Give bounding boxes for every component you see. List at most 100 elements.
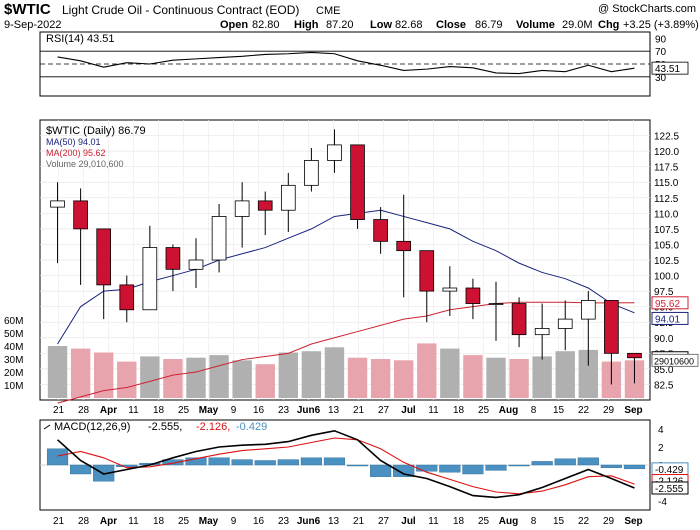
price-legend-item: MA(50) 94.01 bbox=[46, 137, 101, 147]
rsi-polyline bbox=[57, 51, 635, 75]
price-x-axis: 21 28 Apr 11 18 25 May 9 16 23 Jun6 13 21 27 Jul 11 18 25… bbox=[53, 405, 643, 416]
volume-last-tag: 29010600 bbox=[654, 356, 694, 366]
macd-histogram-bar bbox=[531, 461, 553, 466]
candle-body bbox=[419, 250, 435, 292]
rsi-panel: 3050709043.51 RSI(14) 43.51 bbox=[39, 31, 689, 97]
price-x-tick: 25 bbox=[478, 405, 490, 416]
macd-histogram-bar bbox=[623, 464, 646, 470]
price-x-tick: 23 bbox=[278, 405, 290, 416]
price-tick: 110.0 bbox=[654, 209, 679, 220]
candle-body bbox=[234, 200, 250, 217]
macd-legend-item: -0.429 bbox=[236, 421, 267, 433]
volume-bar bbox=[117, 361, 137, 398]
candle-body bbox=[142, 247, 158, 311]
macd-legend-item: -2.126, bbox=[196, 421, 230, 433]
macd-histogram-bar bbox=[600, 464, 622, 468]
price-candles bbox=[50, 129, 642, 385]
volume-tick: 60M bbox=[4, 316, 23, 327]
macd-histogram-bar bbox=[300, 457, 322, 466]
macd-histogram-bar bbox=[577, 457, 599, 466]
ohlc-label-high: High bbox=[294, 19, 319, 31]
volume-bar bbox=[578, 349, 598, 398]
volume-bar bbox=[186, 357, 206, 398]
macd-x-tick: 22 bbox=[578, 516, 590, 527]
macd-histogram-bar bbox=[208, 457, 230, 466]
volume-bar bbox=[278, 352, 298, 398]
macd-x-tick: 18 bbox=[153, 516, 165, 527]
price-x-tick: 22 bbox=[578, 405, 590, 416]
candle-body bbox=[188, 259, 204, 270]
macd-legend-swatch bbox=[43, 424, 51, 430]
volume-tick: 20M bbox=[4, 368, 23, 379]
volume-bar bbox=[301, 351, 322, 398]
price-x-tick: Jul bbox=[401, 405, 416, 416]
price-x-tick: 11 bbox=[128, 405, 139, 416]
ohlc-value-chg: +3.25 (+3.89%) bbox=[623, 19, 699, 31]
macd-legend: MACD(12,26,9) -2.555, -2.126, -0.429 bbox=[43, 421, 267, 433]
date-label: 9-Sep-2022 bbox=[4, 19, 62, 31]
macd-histogram-bar bbox=[254, 460, 276, 466]
price-x-tick: 25 bbox=[178, 405, 190, 416]
candle-body bbox=[580, 300, 596, 320]
price-x-tick: 18 bbox=[453, 405, 465, 416]
price-tick: 120.0 bbox=[654, 147, 679, 158]
price-x-tick: 27 bbox=[378, 405, 390, 416]
price-legend-item: Volume 29,010,600 bbox=[46, 159, 124, 169]
rsi-last-value: 43.51 bbox=[655, 64, 680, 75]
macd-x-tick: 18 bbox=[453, 516, 465, 527]
ohlc-label-close: Close bbox=[436, 19, 466, 31]
macd-histogram-bar bbox=[277, 459, 299, 466]
price-x-tick: 9 bbox=[231, 405, 237, 416]
macd-hist-last-tag: -0.429 bbox=[655, 465, 684, 476]
candle-body bbox=[373, 219, 388, 242]
volume-bar bbox=[486, 357, 506, 398]
volume-y-axis: 10M 20M 30M 40M 50M 60M bbox=[4, 316, 23, 392]
candle-body bbox=[73, 200, 88, 230]
volume-bar bbox=[209, 355, 229, 398]
macd-x-tick: 21 bbox=[53, 516, 65, 527]
macd-x-tick: 15 bbox=[553, 516, 565, 527]
rsi-tick-30: 30 bbox=[655, 73, 667, 84]
macd-x-tick: 21 bbox=[353, 516, 365, 527]
volume-bar bbox=[440, 348, 460, 398]
price-x-tick: Apr bbox=[100, 405, 117, 416]
rsi-last-tag bbox=[651, 61, 689, 75]
ma50-last-tag-box bbox=[651, 311, 689, 325]
candle-body bbox=[465, 287, 481, 304]
ohlc-value-close: 86.79 bbox=[475, 19, 503, 31]
macd-x-tick: 29 bbox=[603, 516, 615, 527]
candle-body bbox=[604, 300, 619, 354]
macd-x-tick: 25 bbox=[478, 516, 490, 527]
price-tick: 112.5 bbox=[654, 194, 679, 205]
price-x-tick: 16 bbox=[253, 405, 265, 416]
ma200-line bbox=[57, 301, 635, 404]
ohlc-label-chg: Chg bbox=[598, 19, 619, 31]
macd-last-tag: -2.555 bbox=[655, 484, 684, 495]
price-tick: 97.5 bbox=[654, 287, 674, 298]
ma200-last-tag: 95.62 bbox=[655, 299, 680, 310]
macd-legend-item: MACD(12,26,9) bbox=[54, 421, 130, 433]
price-tick: 82.5 bbox=[654, 380, 674, 391]
macd-histogram-bar bbox=[439, 464, 461, 473]
macd-x-tick: Jun6 bbox=[297, 516, 321, 527]
price-gridlines bbox=[40, 120, 650, 400]
macd-x-tick: 25 bbox=[178, 516, 190, 527]
macd-legend-item: -2.555, bbox=[148, 421, 182, 433]
macd-panel: 420-2-4 MACD(12,26,9)-2.555,-2.126,-0.42… bbox=[39, 419, 689, 511]
macd-histogram-bar bbox=[185, 457, 207, 466]
macd-lines bbox=[57, 429, 635, 499]
candle-body bbox=[442, 287, 458, 292]
macd-x-tick: Aug bbox=[499, 516, 518, 527]
macd-histogram bbox=[46, 448, 646, 482]
macd-histogram-bar bbox=[231, 459, 253, 466]
macd-x-tick: 13 bbox=[328, 516, 340, 527]
macd-x-tick: Apr bbox=[100, 516, 117, 527]
macd-polyline bbox=[57, 429, 635, 499]
price-tick: 85.0 bbox=[654, 365, 674, 376]
volume-tick: 50M bbox=[4, 329, 23, 340]
volume-bar bbox=[532, 356, 552, 398]
rsi-tick-70: 70 bbox=[655, 47, 667, 58]
